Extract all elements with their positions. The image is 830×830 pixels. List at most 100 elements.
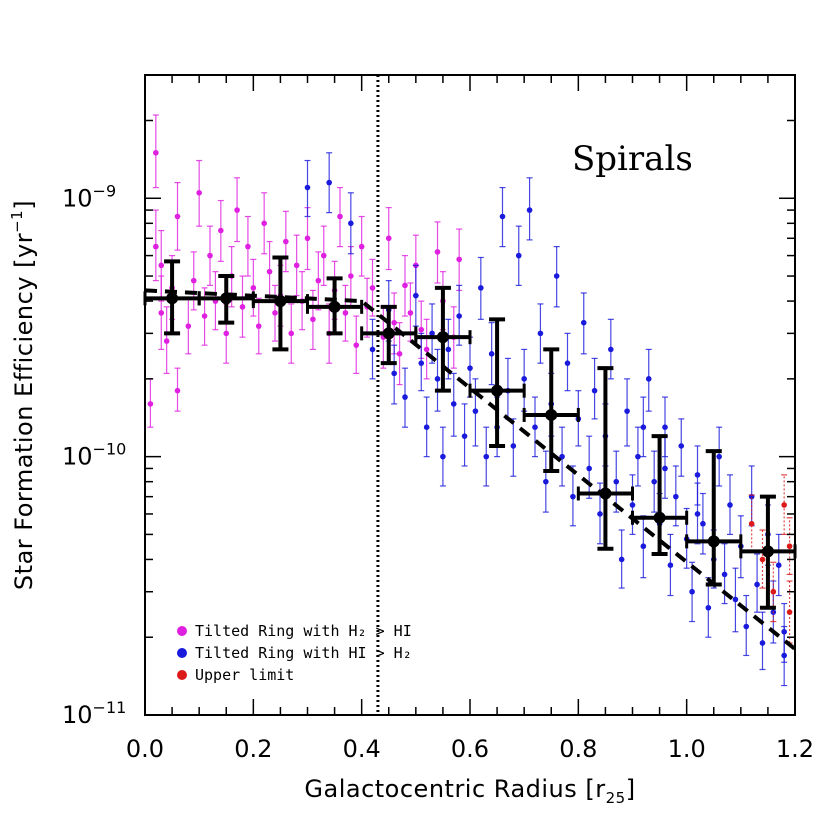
data-point (434, 249, 441, 255)
data-point (635, 453, 641, 460)
data-point (342, 310, 349, 316)
data-point (255, 323, 262, 329)
data-point (526, 207, 533, 213)
data-point (694, 472, 701, 478)
data-point (250, 285, 257, 291)
data-point (743, 623, 750, 630)
data-point (245, 243, 251, 250)
data-point (310, 316, 316, 323)
data-point (483, 453, 490, 460)
data-point (694, 511, 701, 517)
data-point (358, 243, 365, 250)
data-point (461, 433, 468, 439)
data-point (320, 252, 327, 259)
data-point (337, 213, 343, 220)
data-point (689, 588, 695, 595)
data-point (775, 562, 782, 569)
data-point (440, 453, 446, 460)
axis-ticks: 0.0 0.2 0.4 0.6 0.8 1.0 1.2 10−11 10−10 10−9 (62, 75, 814, 763)
data-point (348, 220, 354, 227)
x-tick-label: 0.0 (126, 735, 164, 763)
legend-item: Upper limit (177, 666, 294, 684)
legend: Tilted Ring with H₂ > HI Tilted Ring wit… (177, 622, 412, 684)
median-point (599, 487, 612, 500)
data-point (391, 319, 397, 326)
data-point (304, 235, 311, 242)
data-point (748, 520, 755, 527)
data-point (591, 387, 598, 394)
data-point (537, 330, 544, 337)
median-point (707, 535, 720, 548)
data-point (456, 313, 462, 319)
data-point (640, 543, 647, 550)
x-tick-label: 0.8 (559, 735, 597, 763)
data-point (645, 376, 652, 382)
data-point (515, 252, 522, 259)
median-point (653, 511, 666, 524)
legend-label: Tilted Ring with HI > H₂ (195, 644, 412, 662)
data-point (163, 338, 170, 344)
series-1 (304, 152, 788, 687)
median-point (274, 295, 287, 308)
x-tick-label: 1.0 (668, 735, 706, 763)
data-point (196, 189, 202, 196)
median-point (220, 292, 233, 305)
y-tick-label: 10−11 (62, 698, 126, 729)
data-point (559, 453, 565, 460)
panel-label: Spirals (572, 139, 693, 179)
data-layer (143, 75, 797, 715)
data-point (499, 213, 506, 220)
data-point (272, 310, 278, 316)
data-point (732, 596, 739, 603)
legend-marker-hi (177, 648, 187, 658)
data-point (423, 346, 430, 353)
x-tick-label: 1.2 (776, 735, 814, 763)
data-point (434, 376, 441, 382)
data-point (429, 330, 435, 337)
data-point (153, 243, 159, 250)
data-point (673, 493, 679, 500)
data-point (418, 326, 425, 333)
data-point (423, 424, 430, 430)
legend-marker-upper (177, 670, 187, 680)
median-point (491, 384, 504, 397)
data-point (450, 401, 457, 407)
data-point (402, 282, 408, 289)
binned-medians (143, 255, 797, 610)
data-point (418, 360, 425, 366)
legend-label: Tilted Ring with H₂ > HI (195, 622, 412, 640)
data-point (391, 370, 397, 377)
data-point (580, 319, 587, 326)
data-point (190, 277, 197, 284)
data-point (564, 360, 571, 366)
data-point (407, 310, 414, 316)
data-point (613, 478, 620, 485)
data-point (293, 262, 300, 269)
data-point (662, 465, 668, 472)
data-point (759, 640, 766, 646)
median-point (382, 327, 395, 340)
data-point (223, 330, 230, 337)
data-point (174, 213, 181, 220)
data-point (283, 238, 289, 245)
data-point (629, 502, 636, 508)
data-point (624, 408, 630, 414)
data-point (667, 562, 674, 569)
series-2 (748, 474, 793, 644)
data-point (553, 273, 560, 279)
data-point (618, 556, 625, 563)
data-point (700, 520, 706, 527)
data-point (266, 268, 273, 275)
x-axis-title: Galactocentric Radius [r25] (304, 775, 635, 807)
data-point (445, 346, 452, 353)
data-point (754, 581, 760, 588)
data-point (174, 387, 181, 394)
data-point (597, 511, 603, 517)
data-point (586, 465, 592, 472)
data-point (315, 277, 322, 284)
fit-line (144, 288, 797, 651)
data-point (261, 220, 267, 227)
data-point (781, 628, 787, 635)
data-point (239, 304, 246, 310)
